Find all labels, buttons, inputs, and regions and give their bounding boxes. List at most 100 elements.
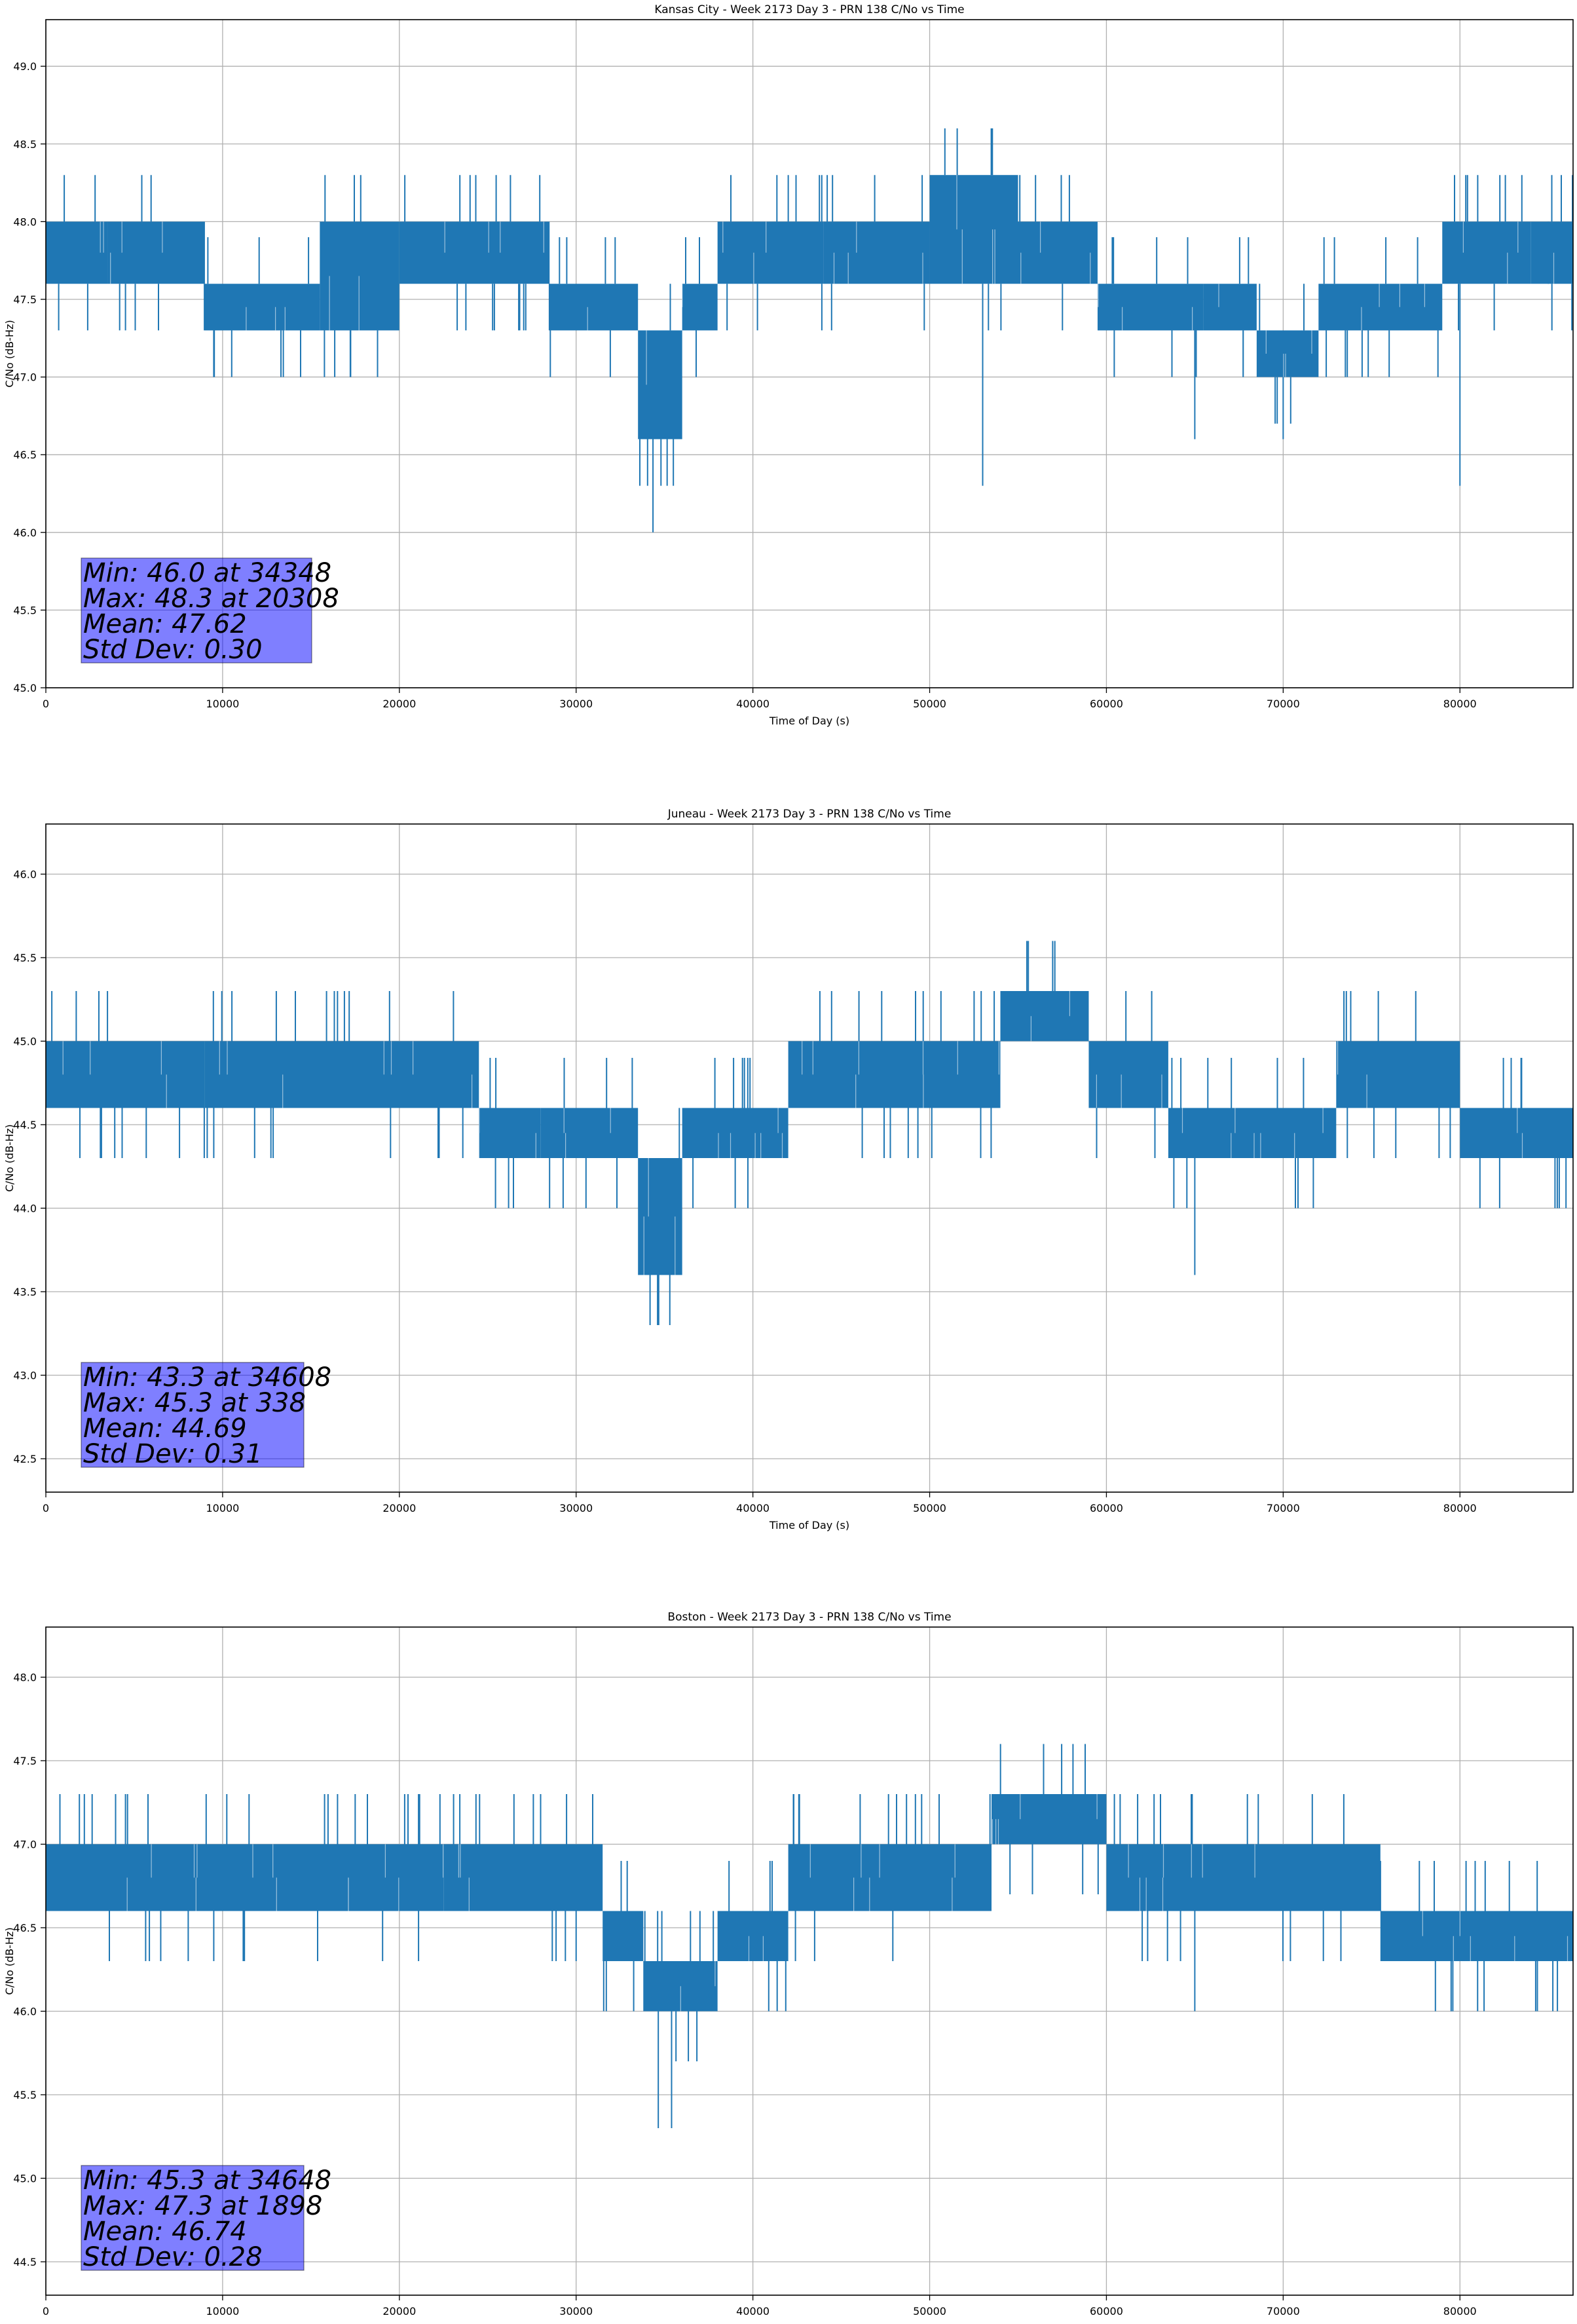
series-band <box>823 221 930 284</box>
series-noise <box>549 1058 633 1209</box>
series-band <box>549 284 639 331</box>
series-gap <box>110 221 163 284</box>
y-tick-label: 49.0 <box>13 60 37 73</box>
series-noise <box>685 237 700 377</box>
series-band <box>682 284 718 331</box>
series-band <box>479 1108 541 1158</box>
stats-box <box>81 557 312 664</box>
stats-line: Mean: 47.62 <box>83 609 247 639</box>
series-band <box>1460 1108 1573 1158</box>
y-tick-label: 45.5 <box>13 2089 37 2101</box>
series-noise <box>1096 991 1156 1158</box>
series-gap <box>809 1844 955 1911</box>
series-gap <box>748 1936 764 1961</box>
series-gap <box>329 276 360 331</box>
x-tick-label: 80000 <box>1443 1502 1477 1514</box>
y-tick-label: 47.0 <box>13 1839 37 1851</box>
series-band <box>443 1844 603 1911</box>
series-gap <box>680 1961 716 2012</box>
series-band <box>1531 221 1573 284</box>
series-noise <box>692 1058 751 1209</box>
x-tick-label: 50000 <box>913 2305 946 2317</box>
series-noise <box>549 237 616 377</box>
x-tick-label: 70000 <box>1267 698 1300 710</box>
stats-line: Mean: 46.74 <box>83 2217 247 2247</box>
series-gap <box>458 1844 470 1911</box>
series-gap <box>246 307 286 331</box>
series-band <box>1018 221 1098 284</box>
x-axis-label: Time of Day (s) <box>769 715 849 727</box>
series-gap <box>643 1158 676 1275</box>
series-band <box>992 1794 1107 1845</box>
series-noise <box>1111 237 1197 377</box>
y-tick-label: 43.0 <box>13 1370 37 1382</box>
series-band <box>603 1911 644 1961</box>
y-tick-label: 45.0 <box>13 682 37 694</box>
series-gap <box>802 1041 999 1108</box>
x-tick-label: 40000 <box>736 2305 770 2317</box>
stats-line: Mean: 44.69 <box>83 1414 247 1444</box>
series-noise <box>489 1058 514 1209</box>
series-gap <box>1517 1108 1523 1158</box>
y-tick-label: 43.5 <box>13 1286 37 1298</box>
plot-frame <box>45 1626 1574 2296</box>
series-band <box>1000 991 1089 1041</box>
x-tick-label: 60000 <box>1090 1502 1123 1514</box>
series-noise <box>1171 1058 1314 1209</box>
series-band <box>204 1041 479 1108</box>
y-tick-label: 44.0 <box>13 1203 37 1215</box>
y-tick-label: 48.0 <box>13 216 37 228</box>
x-tick-label: 20000 <box>382 2305 416 2317</box>
series-noise <box>1113 1794 1345 1961</box>
x-tick-label: 30000 <box>559 2305 593 2317</box>
series-noise <box>639 284 671 486</box>
series-noise <box>644 1911 714 2061</box>
x-tick-label: 80000 <box>1443 2305 1477 2317</box>
series-gap <box>1181 1108 1324 1158</box>
series-noise <box>603 1861 635 2012</box>
x-axis-label: Time of Day (s) <box>769 2322 849 2324</box>
stats-line: Min: 46.0 at 34348 <box>83 558 331 588</box>
series-gap <box>100 221 104 253</box>
series-band <box>1203 284 1257 331</box>
x-tick-label: 50000 <box>913 1502 946 1514</box>
x-tick-label: 80000 <box>1443 698 1477 710</box>
series-band <box>46 1041 205 1108</box>
y-tick-label: 45.5 <box>13 604 37 616</box>
series-band <box>1256 330 1319 377</box>
series-band <box>929 175 1018 284</box>
series-band <box>107 221 205 284</box>
y-tick-label: 46.0 <box>13 527 37 539</box>
x-tick-label: 0 <box>43 2305 49 2317</box>
y-tick-label: 47.0 <box>13 371 37 384</box>
plot-frame <box>45 823 1574 1493</box>
y-tick-label: 45.0 <box>13 1036 37 1048</box>
x-tick-label: 30000 <box>559 1502 593 1514</box>
series-noise <box>59 1794 441 1961</box>
series-band <box>540 1108 639 1158</box>
x-tick-label: 20000 <box>382 1502 416 1514</box>
series-gap <box>444 221 544 253</box>
series-band <box>46 221 108 284</box>
series-noise <box>726 175 823 331</box>
series-gap <box>1337 1041 1367 1108</box>
y-tick-label: 46.5 <box>13 1922 37 1934</box>
series-noise <box>453 1794 593 1961</box>
series-noise <box>1259 284 1305 424</box>
series-noise <box>58 175 96 331</box>
series-gap <box>219 1041 473 1108</box>
series-noise <box>1379 1861 1559 2012</box>
series-band <box>399 221 550 284</box>
x-tick-label: 0 <box>43 1502 49 1514</box>
series-band <box>1168 1108 1337 1158</box>
series-gap <box>1265 330 1312 377</box>
series-gap <box>62 1041 167 1108</box>
y-tick-label: 46.5 <box>13 449 37 461</box>
series-gap <box>1096 1074 1162 1108</box>
y-axis-label: C/No (dB-Hz) <box>3 1124 16 1191</box>
series-gap <box>718 1108 783 1158</box>
series-noise <box>1323 237 1439 377</box>
series-band <box>717 1911 788 1961</box>
